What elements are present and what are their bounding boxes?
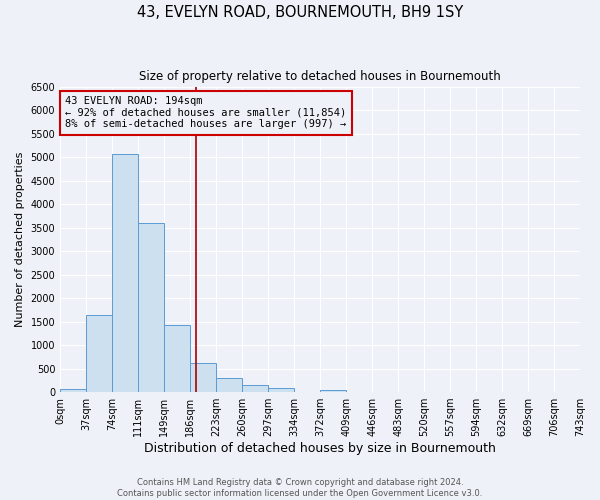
Bar — [190, 364, 216, 392]
Title: Size of property relative to detached houses in Bournemouth: Size of property relative to detached ho… — [139, 70, 501, 83]
Bar — [60, 390, 86, 392]
Bar — [268, 388, 294, 392]
Y-axis label: Number of detached properties: Number of detached properties — [15, 152, 25, 327]
Bar — [86, 314, 112, 392]
Bar — [216, 378, 242, 392]
Text: 43, EVELYN ROAD, BOURNEMOUTH, BH9 1SY: 43, EVELYN ROAD, BOURNEMOUTH, BH9 1SY — [137, 5, 463, 20]
Bar — [138, 223, 164, 392]
Bar — [112, 154, 138, 392]
X-axis label: Distribution of detached houses by size in Bournemouth: Distribution of detached houses by size … — [144, 442, 496, 455]
Bar — [242, 385, 268, 392]
Bar — [320, 390, 346, 392]
Text: Contains HM Land Registry data © Crown copyright and database right 2024.
Contai: Contains HM Land Registry data © Crown c… — [118, 478, 482, 498]
Bar — [164, 326, 190, 392]
Text: 43 EVELYN ROAD: 194sqm
← 92% of detached houses are smaller (11,854)
8% of semi-: 43 EVELYN ROAD: 194sqm ← 92% of detached… — [65, 96, 347, 130]
